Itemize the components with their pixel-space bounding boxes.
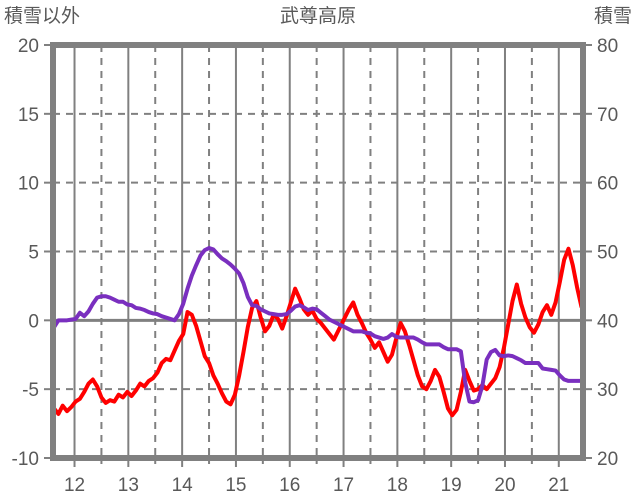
- y-right-tick-label: 60: [597, 174, 618, 195]
- y-left-tick-label: 5: [28, 243, 39, 264]
- y-left-tick-label: 20: [18, 36, 39, 57]
- y-left-tick-label: -5: [22, 380, 39, 401]
- y-left-tick-label: 10: [18, 174, 39, 195]
- y-left-tick-label: 15: [18, 105, 39, 126]
- y-right-tick-label: 50: [597, 243, 618, 264]
- y-right-tick-label: 80: [597, 36, 618, 57]
- axis-ticks: [44, 44, 592, 467]
- y-right-tick-label: 40: [597, 311, 618, 332]
- x-tick-label: 18: [387, 475, 408, 496]
- y-left-tick-label: 0: [28, 311, 39, 332]
- y-right-tick-label: 20: [597, 449, 618, 470]
- page-title: 武尊高原: [279, 6, 356, 27]
- y-right-tick-label: 30: [597, 380, 618, 401]
- x-tick-label: 19: [441, 475, 462, 496]
- grid-horizontal: [53, 112, 583, 391]
- x-tick-label: 12: [64, 475, 85, 496]
- x-tick-label: 16: [279, 475, 300, 496]
- x-tick-label: 14: [172, 475, 194, 496]
- x-tick-label: 15: [225, 475, 246, 496]
- x-tick-label: 17: [333, 475, 354, 496]
- x-tick-label: 20: [494, 475, 515, 496]
- y-right-tick-label: 70: [597, 105, 618, 126]
- right-axis-title: 積雪: [593, 6, 632, 27]
- data-series-group: [52, 246, 584, 418]
- y-left-tick-label: -10: [12, 449, 39, 470]
- x-tick-label: 21: [548, 475, 569, 496]
- x-tick-label: 13: [118, 475, 139, 496]
- left-axis-title: 積雪以外: [4, 6, 81, 27]
